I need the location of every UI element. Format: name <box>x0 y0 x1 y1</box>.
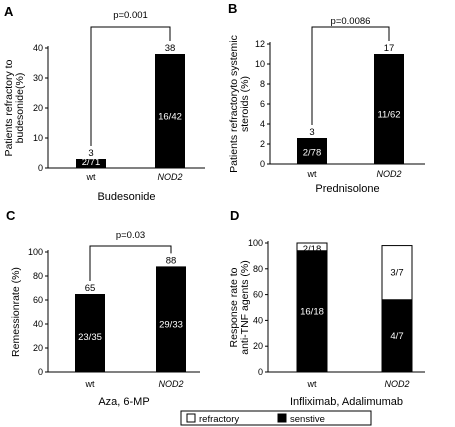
y-axis-label: Patients refractory to <box>3 59 15 156</box>
bar <box>156 266 186 372</box>
in-bar-label: 4/7 <box>390 331 403 342</box>
bar-value-label: 3 <box>309 127 314 138</box>
p-value-label: p=0.0086 <box>331 16 371 27</box>
y-tick-label: 2 <box>260 139 265 149</box>
p-value-label: p=0.03 <box>116 230 145 241</box>
significance-bracket <box>90 26 171 146</box>
y-tick-label: 0 <box>260 159 265 169</box>
category-label: wt <box>307 169 317 179</box>
in-bar-label: 3/7 <box>390 268 403 279</box>
bar-value-label: 38 <box>165 43 176 54</box>
panel-letter: B <box>228 1 237 16</box>
legend-label: senstive <box>290 414 325 425</box>
y-tick-label: 40 <box>33 319 43 329</box>
bar-value-label: 17 <box>384 43 395 54</box>
bar-value-label: 88 <box>166 255 177 266</box>
y-tick-label: 80 <box>33 271 43 281</box>
legend-frame <box>180 410 372 426</box>
in-bar-label: 29/33 <box>159 319 183 330</box>
bar-value-label: 3 <box>88 148 93 159</box>
y-tick-label: 30 <box>33 73 43 83</box>
x-axis-label: Aza, 6-MP <box>98 396 149 408</box>
panel-A: A 0 10 20 30 40 Patients refractory to budesoni… <box>3 4 205 203</box>
y-tick-label: 10 <box>33 133 43 143</box>
category-label: NOD2 <box>384 379 409 389</box>
in-bar-label: 16/42 <box>158 112 182 123</box>
y-tick-label: 20 <box>253 341 263 351</box>
bar <box>75 294 105 372</box>
y-axis-label: Patients refractoryto systemic <box>228 35 240 173</box>
y-tick-label: 60 <box>253 290 263 300</box>
panel-letter: D <box>230 208 239 223</box>
y-tick-label: 0 <box>38 163 43 173</box>
legend-swatch <box>186 413 196 423</box>
y-tick-label: 80 <box>253 264 263 274</box>
category-label: NOD2 <box>157 172 182 182</box>
bar-senstive <box>296 250 328 373</box>
legend-label: refractory <box>199 414 239 425</box>
bar <box>155 54 185 168</box>
category-label: wt <box>307 379 317 389</box>
in-bar-label: 23/35 <box>78 332 102 343</box>
significance-bracket <box>311 26 390 125</box>
bar <box>374 54 404 164</box>
bar-senstive <box>381 299 413 373</box>
category-label: NOD2 <box>158 379 183 389</box>
category-label: wt <box>86 172 96 182</box>
in-bar-label: 2/18 <box>303 244 322 255</box>
p-value-label: p=0.001 <box>113 10 148 21</box>
significance-bracket <box>89 245 172 281</box>
bar <box>297 138 327 164</box>
in-bar-label: 11/62 <box>377 110 400 121</box>
y-tick-label: 100 <box>28 247 43 257</box>
bar <box>76 159 106 168</box>
y-tick-label: 60 <box>33 295 43 305</box>
category-label: wt <box>85 379 95 389</box>
y-tick-label: 20 <box>33 343 43 353</box>
y-axis-label: budesonide(%) <box>14 73 26 144</box>
y-axis-label: Response rate to <box>228 267 240 347</box>
panel-B: B 0 2 4 6 8 10 12 Patients refractoryto systemic… <box>228 1 425 195</box>
in-bar-label: 2/78 <box>303 147 322 158</box>
y-tick-label: 10 <box>255 59 265 69</box>
bar-refractory <box>381 245 413 301</box>
y-tick-label: 12 <box>255 39 265 49</box>
x-axis-label: Budesonide <box>97 191 155 203</box>
y-axis-label: steroids (%) <box>239 76 251 132</box>
legend-swatch <box>277 413 287 423</box>
y-tick-label: 40 <box>33 43 43 53</box>
y-tick-label: 40 <box>253 315 263 325</box>
y-tick-label: 4 <box>260 119 265 129</box>
panel-C: C 0 20 40 60 80 100 Remessionrate (%) Aza, 6-MPw… <box>6 208 200 408</box>
category-label: NOD2 <box>376 169 401 179</box>
y-tick-label: 0 <box>38 367 43 377</box>
legend: refractory senstive <box>180 410 372 426</box>
panel-letter: A <box>4 4 14 19</box>
x-axis-label: Prednisolone <box>315 183 379 195</box>
y-axis-label: Remessionrate (%) <box>10 267 22 357</box>
y-tick-label: 0 <box>258 367 263 377</box>
y-tick-label: 20 <box>33 103 43 113</box>
panel-D: D 0 20 40 60 80 100 Response rate to anti-TNF ag… <box>228 208 425 408</box>
x-axis-label: Infliximab, Adalimumab <box>290 396 403 408</box>
y-axis-label: anti-TNF agents (%) <box>239 260 251 355</box>
panel-letter: C <box>6 208 16 223</box>
y-tick-label: 8 <box>260 79 265 89</box>
bar-value-label: 65 <box>85 283 96 294</box>
y-tick-label: 6 <box>260 99 265 109</box>
in-bar-label: 16/18 <box>300 306 324 317</box>
y-tick-label: 100 <box>248 238 263 248</box>
bar-refractory <box>296 242 328 252</box>
in-bar-label: 2/71 <box>82 157 101 168</box>
